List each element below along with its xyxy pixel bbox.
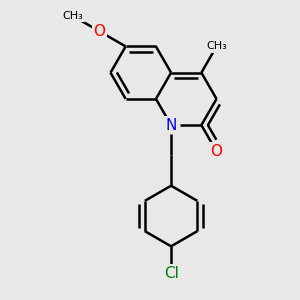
- Text: N: N: [165, 118, 177, 133]
- Text: CH₃: CH₃: [206, 41, 227, 51]
- Text: CH₃: CH₃: [63, 11, 84, 21]
- Text: O: O: [211, 144, 223, 159]
- Text: Cl: Cl: [164, 266, 178, 281]
- Text: O: O: [93, 24, 105, 39]
